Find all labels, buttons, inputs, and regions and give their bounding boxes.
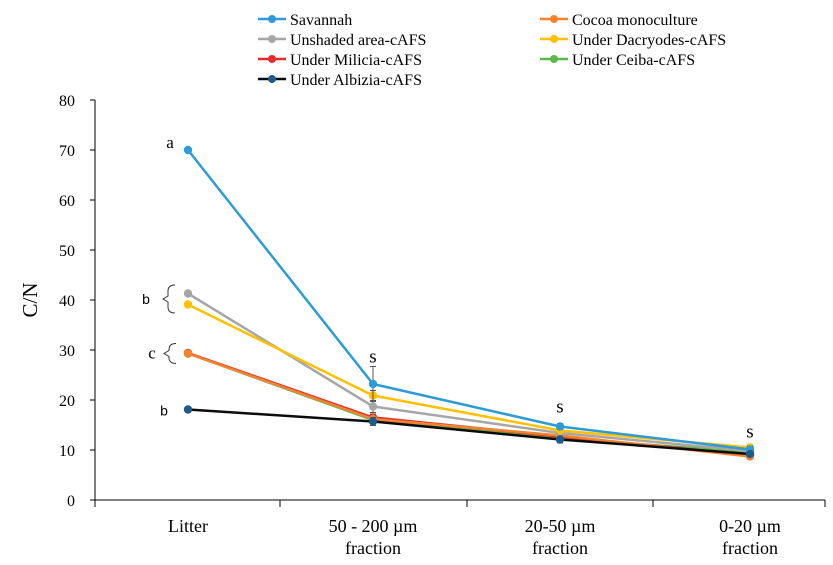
legend-item: Unshaded area-cAFS <box>258 32 426 49</box>
series-line <box>187 408 751 456</box>
legend: Savannah Unshaded area-cAFS Under Milicia-… <box>258 12 726 89</box>
series-under-albizia-cafs <box>183 405 755 459</box>
y-tick-label: 0 <box>67 493 75 510</box>
y-tick-label: 40 <box>59 293 75 310</box>
data-point <box>745 449 755 459</box>
plot-area <box>183 145 755 461</box>
x-tick-label: 0-20 µm <box>719 516 781 536</box>
legend-label: Unshaded area-cAFS <box>290 32 426 49</box>
y-tick-label: 30 <box>59 343 75 360</box>
legend-swatch-marker <box>268 35 276 43</box>
x-tick-label: fraction <box>345 538 401 558</box>
x-tick-label: fraction <box>532 538 588 558</box>
legend-swatch-marker <box>550 15 558 23</box>
y-tick-label: 20 <box>59 393 75 410</box>
y-tick-label: 50 <box>59 243 75 260</box>
x-tick-label: fraction <box>722 538 778 558</box>
x-tick-label: 50 - 200 µm <box>329 516 418 536</box>
series-line <box>187 149 751 451</box>
annotation-label: s <box>556 397 563 418</box>
legend-label: Savannah <box>290 12 352 29</box>
series-savannah <box>183 145 755 454</box>
annotation-label: b <box>142 291 150 307</box>
y-tick-label: 10 <box>59 443 75 460</box>
x-tick-label: Litter <box>168 516 208 536</box>
data-point <box>368 402 378 411</box>
data-point <box>183 289 193 298</box>
legend-item: Under Albizia-cAFS <box>258 72 422 89</box>
legend-item: Under Dacryodes-cAFS <box>540 32 726 49</box>
y-axis-label: C/N <box>18 282 42 317</box>
annotation-label: b <box>160 403 168 419</box>
y-tick-label: 80 <box>59 93 75 110</box>
legend-item: Under Milicia-cAFS <box>258 52 422 69</box>
legend-item: Cocoa monoculture <box>540 12 698 29</box>
y-tick-label: 70 <box>59 143 75 160</box>
data-point <box>183 349 193 358</box>
annotations: a b c b s s s <box>142 133 754 443</box>
legend-swatch-marker <box>268 55 276 63</box>
legend-label: Under Dacryodes-cAFS <box>572 32 726 49</box>
legend-label: Under Albizia-cAFS <box>290 72 422 89</box>
annotation-label: s <box>369 347 376 368</box>
legend-swatch-marker <box>550 35 558 43</box>
x-tick-label: 20-50 µm <box>525 516 596 536</box>
legend-label: Cocoa monoculture <box>572 12 698 29</box>
data-point <box>183 405 193 414</box>
series-line <box>187 352 751 454</box>
annotation-label: c <box>148 344 156 363</box>
legend-item: Savannah <box>258 12 352 29</box>
data-point <box>183 145 193 155</box>
legend-swatch-marker <box>268 75 276 83</box>
data-point <box>368 417 378 426</box>
data-point <box>555 435 565 444</box>
legend-swatch-marker <box>550 55 558 63</box>
data-point <box>183 300 193 309</box>
legend-item: Under Ceiba-cAFS <box>540 52 695 69</box>
data-point <box>368 379 378 389</box>
annotation-label: s <box>746 422 753 443</box>
data-point <box>555 422 565 431</box>
annotation-label: a <box>166 133 174 152</box>
y-tick-label: 60 <box>59 193 75 210</box>
legend-swatch-marker <box>268 15 276 23</box>
annotation-bracket <box>162 284 176 314</box>
legend-label: Under Milicia-cAFS <box>290 52 422 69</box>
legend-label: Under Ceiba-cAFS <box>572 52 695 69</box>
annotation-bracket <box>163 343 177 364</box>
